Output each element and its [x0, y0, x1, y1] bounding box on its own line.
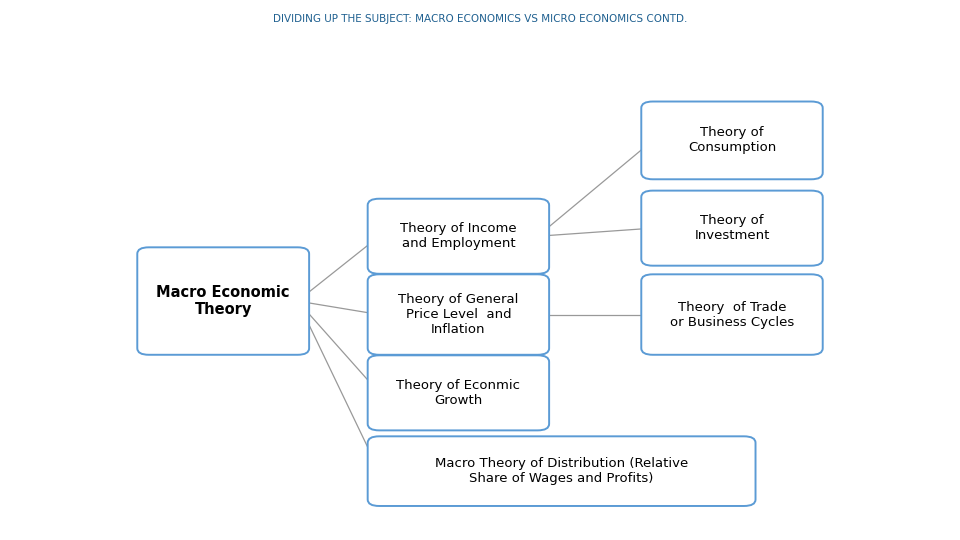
- FancyBboxPatch shape: [368, 274, 549, 355]
- Text: Theory of General
Price Level  and
Inflation: Theory of General Price Level and Inflat…: [398, 293, 518, 336]
- Text: Theory  of Trade
or Business Cycles: Theory of Trade or Business Cycles: [670, 301, 794, 328]
- Text: Theory of
Investment: Theory of Investment: [694, 214, 770, 242]
- Text: Macro Theory of Distribution (Relative
Share of Wages and Profits): Macro Theory of Distribution (Relative S…: [435, 457, 688, 485]
- Text: Theory of
Consumption: Theory of Consumption: [688, 126, 776, 154]
- Text: Theory of Econmic
Growth: Theory of Econmic Growth: [396, 379, 520, 407]
- FancyBboxPatch shape: [368, 436, 756, 506]
- FancyBboxPatch shape: [137, 247, 309, 355]
- FancyBboxPatch shape: [641, 274, 823, 355]
- FancyBboxPatch shape: [641, 102, 823, 179]
- FancyBboxPatch shape: [368, 355, 549, 430]
- Text: DIVIDING UP THE SUBJECT: MACRO ECONOMICS VS MICRO ECONOMICS CONTD.: DIVIDING UP THE SUBJECT: MACRO ECONOMICS…: [273, 14, 687, 24]
- Text: Macro Economic
Theory: Macro Economic Theory: [156, 285, 290, 317]
- Text: Theory of Income
and Employment: Theory of Income and Employment: [400, 222, 516, 250]
- FancyBboxPatch shape: [368, 199, 549, 274]
- FancyBboxPatch shape: [641, 191, 823, 266]
